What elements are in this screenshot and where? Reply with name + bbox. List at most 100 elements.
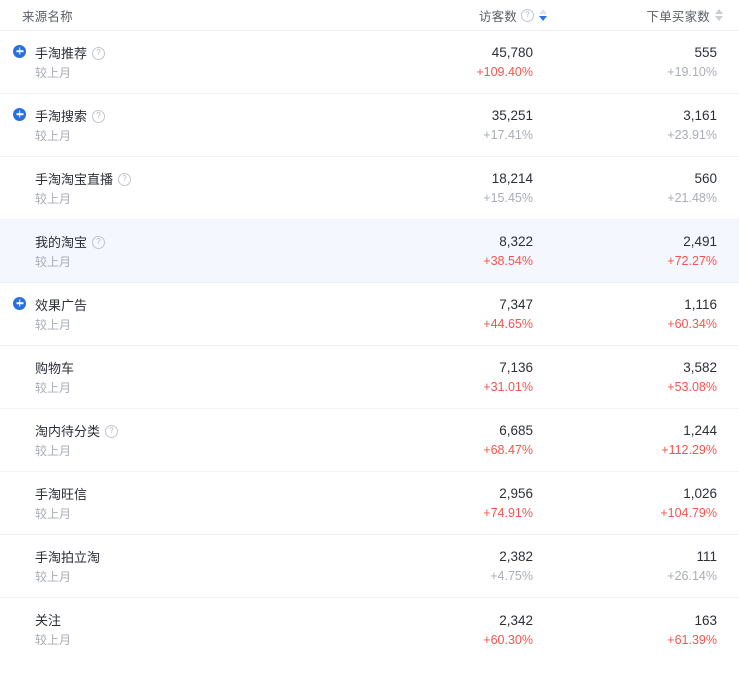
cell-buyers: 111 +26.14% bbox=[555, 549, 739, 583]
sort-toggle-icon[interactable] bbox=[538, 8, 547, 22]
expand-plus-icon[interactable] bbox=[13, 107, 26, 121]
header-cell-source-name: 来源名称 bbox=[0, 6, 370, 25]
cell-visitors: 7,136 +31.01% bbox=[370, 360, 555, 394]
cell-visitors-value: 2,382 bbox=[499, 549, 533, 564]
cell-visitors-value: 18,214 bbox=[491, 171, 533, 186]
source-name-label: 手淘推荐 bbox=[35, 45, 88, 61]
header-label-visitors: 访客数 bbox=[478, 9, 517, 24]
cell-buyers: 163 +61.39% bbox=[555, 613, 739, 647]
cell-visitors: 45,780 +109.40% bbox=[370, 45, 555, 79]
header-cell-visitors[interactable]: 访客数 bbox=[370, 6, 555, 25]
table-row[interactable]: 我的淘宝较上月 8,322 +38.54% 2,491 +72.27% bbox=[0, 220, 739, 283]
cell-buyers-delta: +112.29% bbox=[661, 443, 717, 457]
expand-placeholder bbox=[13, 486, 26, 499]
source-name-label: 我的淘宝 bbox=[35, 234, 88, 250]
help-icon[interactable] bbox=[92, 46, 106, 60]
expand-placeholder bbox=[13, 234, 26, 247]
cell-buyers-delta: +26.14% bbox=[667, 569, 717, 583]
cell-visitors-delta: +109.40% bbox=[476, 65, 533, 79]
help-icon[interactable] bbox=[92, 109, 106, 123]
cell-buyers-value: 560 bbox=[694, 171, 717, 186]
cell-visitors: 35,251 +17.41% bbox=[370, 108, 555, 142]
cell-visitors-value: 45,780 bbox=[491, 45, 533, 60]
cell-visitors-delta: +60.30% bbox=[483, 632, 533, 647]
compare-period-label: 较上月 bbox=[35, 191, 72, 206]
expand-plus-icon[interactable] bbox=[13, 44, 26, 58]
source-name-line: 手淘推荐 bbox=[35, 45, 106, 61]
source-name-label: 淘内待分类 bbox=[35, 423, 101, 439]
table-row[interactable]: 效果广告 较上月 7,347 +44.65% 1,116 +60.34% bbox=[0, 283, 739, 346]
expand-plus-icon[interactable] bbox=[13, 296, 26, 310]
cell-visitors-delta: +74.91% bbox=[483, 506, 533, 520]
help-icon[interactable] bbox=[118, 172, 132, 186]
source-name-line: 手淘旺信 bbox=[35, 487, 87, 502]
table-row[interactable]: 手淘搜索较上月 35,251 +17.41% 3,161 +23.91% bbox=[0, 94, 739, 157]
header-label-source-name: 来源名称 bbox=[22, 9, 73, 24]
table-row[interactable]: 购物车 较上月 7,136 +31.01% 3,582 +53.08% bbox=[0, 346, 739, 409]
source-name-label: 手淘拍立淘 bbox=[35, 549, 101, 565]
source-name-label: 效果广告 bbox=[35, 297, 88, 313]
cell-buyers-value: 1,116 bbox=[684, 297, 717, 312]
expand-placeholder bbox=[13, 171, 26, 184]
cell-visitors: 18,214 +15.45% bbox=[370, 171, 555, 205]
cell-buyers-delta: +61.39% bbox=[667, 632, 717, 647]
help-icon[interactable] bbox=[521, 8, 534, 22]
source-name-label: 关注 bbox=[35, 613, 62, 628]
expand-placeholder bbox=[13, 423, 26, 436]
cell-source-name: 效果广告 较上月 bbox=[0, 296, 370, 332]
cell-source-name: 手淘搜索较上月 bbox=[0, 107, 370, 143]
header-label-buyers: 下单买家数 bbox=[646, 9, 710, 24]
compare-period-label: 较上月 bbox=[35, 443, 72, 458]
cell-buyers: 555 +19.10% bbox=[555, 45, 739, 79]
source-name-stack: 手淘推荐较上月 bbox=[35, 45, 106, 80]
source-name-line: 手淘淘宝直播 bbox=[35, 172, 132, 187]
source-name-line: 淘内待分类 bbox=[35, 423, 119, 439]
source-name-stack: 淘内待分类较上月 bbox=[35, 423, 119, 458]
help-icon[interactable] bbox=[92, 235, 106, 249]
cell-source-name: 我的淘宝较上月 bbox=[0, 234, 370, 269]
cell-buyers: 3,582 +53.08% bbox=[555, 360, 739, 394]
source-name-line: 我的淘宝 bbox=[35, 234, 106, 250]
cell-visitors: 2,342 +60.30% bbox=[370, 613, 555, 647]
cell-buyers-delta: +53.08% bbox=[667, 380, 717, 394]
cell-buyers: 1,026 +104.79% bbox=[555, 486, 739, 520]
cell-buyers: 2,491 +72.27% bbox=[555, 234, 739, 268]
help-icon[interactable] bbox=[105, 424, 119, 438]
cell-source-name: 手淘拍立淘 较上月 bbox=[0, 549, 370, 584]
cell-buyers-delta: +23.91% bbox=[667, 128, 717, 142]
cell-source-name: 手淘推荐较上月 bbox=[0, 44, 370, 80]
cell-buyers-value: 2,491 bbox=[683, 234, 717, 249]
source-name-stack: 手淘淘宝直播较上月 bbox=[35, 171, 132, 206]
source-name-label: 手淘搜索 bbox=[35, 108, 88, 124]
table-row[interactable]: 关注 较上月 2,342 +60.30% 163 +61.39% bbox=[0, 598, 739, 661]
cell-buyers-value: 111 bbox=[696, 549, 717, 564]
cell-visitors: 7,347 +44.65% bbox=[370, 297, 555, 331]
source-name-stack: 效果广告 较上月 bbox=[35, 297, 87, 332]
cell-buyers: 560 +21.48% bbox=[555, 171, 739, 205]
cell-visitors-value: 2,956 bbox=[499, 486, 533, 501]
sort-toggle-icon[interactable] bbox=[714, 8, 723, 22]
cell-visitors: 2,382 +4.75% bbox=[370, 549, 555, 583]
cell-buyers-value: 1,244 bbox=[683, 423, 717, 438]
cell-buyers-delta: +21.48% bbox=[667, 191, 717, 205]
cell-source-name: 关注 较上月 bbox=[0, 612, 370, 647]
cell-buyers: 3,161 +23.91% bbox=[555, 108, 739, 142]
cell-buyers: 1,116 +60.34% bbox=[555, 297, 739, 331]
source-name-stack: 手淘搜索较上月 bbox=[35, 108, 106, 143]
compare-period-label: 较上月 bbox=[35, 380, 72, 395]
cell-buyers-delta: +104.79% bbox=[660, 506, 717, 520]
table-row[interactable]: 手淘淘宝直播较上月 18,214 +15.45% 560 +21.48% bbox=[0, 157, 739, 220]
header-cell-buyers[interactable]: 下单买家数 bbox=[555, 6, 739, 25]
table-row[interactable]: 手淘拍立淘 较上月 2,382 +4.75% 111 +26.14% bbox=[0, 535, 739, 598]
cell-visitors-delta: +15.45% bbox=[483, 191, 533, 205]
table-row[interactable]: 手淘旺信 较上月 2,956 +74.91% 1,026 +104.79% bbox=[0, 472, 739, 535]
table-row[interactable]: 手淘推荐较上月 45,780 +109.40% 555 +19.10% bbox=[0, 31, 739, 94]
table-header-row: 来源名称 访客数 下单买家数 bbox=[0, 0, 739, 31]
source-name-stack: 关注 较上月 bbox=[35, 612, 71, 647]
cell-buyers-value: 555 bbox=[694, 45, 717, 60]
cell-source-name: 淘内待分类较上月 bbox=[0, 423, 370, 458]
cell-buyers-value: 163 bbox=[694, 612, 717, 628]
table-row[interactable]: 淘内待分类较上月 6,685 +68.47% 1,244 +112.29% bbox=[0, 409, 739, 472]
cell-visitors-delta: +68.47% bbox=[483, 443, 533, 457]
